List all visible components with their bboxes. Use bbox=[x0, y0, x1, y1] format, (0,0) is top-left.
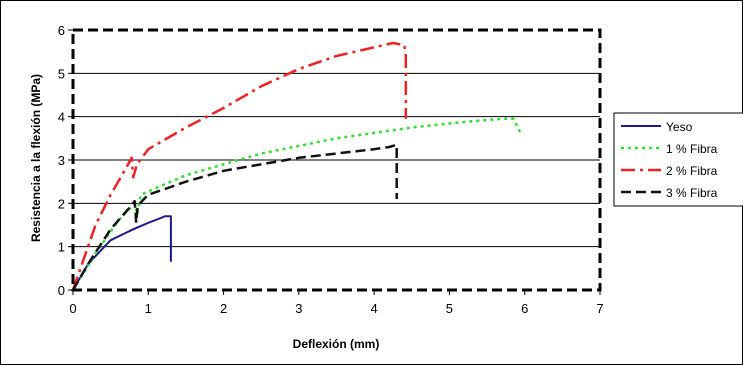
x-tick-label: 1 bbox=[145, 301, 152, 316]
x-tick-label: 4 bbox=[371, 301, 378, 316]
y-axis-title: Resistencia a la flexión (MPa) bbox=[29, 74, 43, 242]
y-tick-label: 0 bbox=[58, 283, 65, 298]
tick-marks bbox=[68, 29, 601, 295]
series-line-3 bbox=[71, 41, 408, 291]
legend-box bbox=[613, 112, 743, 207]
series-line-1 bbox=[72, 215, 172, 291]
x-tick-label: 0 bbox=[69, 301, 76, 316]
y-tick-labels: 0 1 2 3 4 5 6 bbox=[58, 23, 65, 298]
legend-label-4: 3 % Fibra bbox=[666, 186, 718, 200]
y-tick-label: 1 bbox=[58, 240, 65, 255]
x-tick-label: 5 bbox=[446, 301, 453, 316]
y-tick-label: 6 bbox=[58, 23, 65, 38]
legend-label-2: 1 % Fibra bbox=[666, 142, 718, 156]
series-line-2 bbox=[71, 117, 523, 291]
series-layer bbox=[71, 41, 523, 291]
legend: Yeso 1 % Fibra 2 % Fibra 3 % Fibra bbox=[621, 120, 718, 200]
y-tick-label: 3 bbox=[58, 153, 65, 168]
x-tick-label: 6 bbox=[521, 301, 528, 316]
x-tick-label: 7 bbox=[596, 301, 603, 316]
legend-label-3: 2 % Fibra bbox=[666, 164, 718, 178]
y-tick-label: 4 bbox=[58, 110, 65, 125]
y-tick-label: 5 bbox=[58, 66, 65, 81]
x-tick-label: 2 bbox=[220, 301, 227, 316]
series-line-4 bbox=[71, 143, 398, 291]
x-tick-label: 3 bbox=[295, 301, 302, 316]
x-axis-title: Deflexión (mm) bbox=[293, 337, 380, 351]
legend-label-1: Yeso bbox=[666, 120, 693, 134]
y-tick-label: 2 bbox=[58, 196, 65, 211]
gridlines bbox=[73, 72, 600, 248]
x-tick-labels: 0 1 2 3 4 5 6 7 bbox=[69, 301, 603, 316]
